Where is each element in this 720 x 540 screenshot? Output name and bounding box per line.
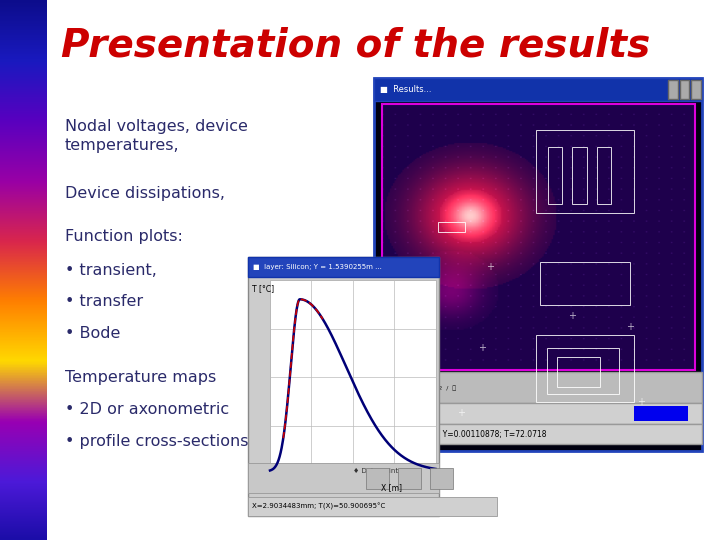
Bar	[398, 468, 421, 489]
Bar	[597, 147, 611, 204]
Bar	[572, 147, 587, 204]
Text: • transient,: • transient,	[65, 263, 157, 278]
Text: ■  Results...: ■ Results...	[380, 85, 432, 94]
Text: Temperature maps: Temperature maps	[65, 370, 216, 385]
Text: • Bode: • Bode	[65, 326, 120, 341]
Text: Function plots:: Function plots:	[65, 230, 183, 245]
Bar	[430, 468, 453, 489]
Bar	[540, 262, 630, 305]
Bar	[382, 104, 695, 370]
Bar	[634, 406, 688, 421]
Bar	[691, 80, 701, 99]
Bar	[248, 256, 439, 516]
Bar	[536, 130, 634, 213]
Text: • profile cross-sections: • profile cross-sections	[65, 434, 248, 449]
Bar	[374, 78, 702, 101]
Bar	[680, 80, 689, 99]
Text: +: +	[626, 322, 634, 332]
Bar	[270, 280, 436, 475]
Text: • 2D or axonometric: • 2D or axonometric	[65, 402, 229, 417]
Bar	[557, 357, 600, 387]
Bar	[374, 372, 702, 403]
Text: Device dissipations,: Device dissipations,	[65, 186, 225, 201]
Text: +: +	[456, 408, 465, 418]
Bar	[536, 335, 634, 402]
Text: Presentation of the results: Presentation of the results	[61, 27, 650, 65]
Text: X [m]: X [m]	[381, 483, 402, 492]
Bar	[438, 222, 465, 232]
Text: T [°C]: T [°C]	[252, 284, 274, 293]
Text: +: +	[636, 397, 645, 407]
Text: Layer:  Silicon: Layer: Silicon	[380, 409, 439, 418]
Bar	[547, 348, 619, 394]
Text: X=0.00234555; Y=0.00110878; T=72.0718: X=0.00234555; Y=0.00110878; T=72.0718	[380, 430, 546, 438]
Text: X=2.9034483mm; T(X)=50.900695°C: X=2.9034483mm; T(X)=50.900695°C	[252, 503, 385, 510]
Text: +: +	[568, 311, 577, 321]
Text: Nodal voltages, device
temperatures,: Nodal voltages, device temperatures,	[65, 119, 248, 153]
Text: • transfer: • transfer	[65, 294, 143, 309]
Text: 🔍 🔍 🔍 🔍  ⚙  6  16 32  /  📷: 🔍 🔍 🔍 🔍 ⚙ 6 16 32 / 📷	[382, 385, 456, 390]
Bar	[548, 147, 562, 204]
Bar	[248, 463, 439, 493]
Text: ■  layer: Silicon; Y = 1.5390255m ...: ■ layer: Silicon; Y = 1.5390255m ...	[253, 264, 382, 270]
Bar	[248, 256, 439, 277]
Bar	[374, 78, 702, 451]
Bar	[248, 497, 497, 516]
Bar	[366, 468, 390, 489]
Bar	[668, 80, 678, 99]
Text: +: +	[485, 262, 494, 272]
Bar	[374, 424, 702, 444]
Text: ♦ Data points: ♦ Data points	[354, 468, 402, 474]
Bar	[374, 403, 702, 424]
Text: +: +	[478, 343, 487, 353]
